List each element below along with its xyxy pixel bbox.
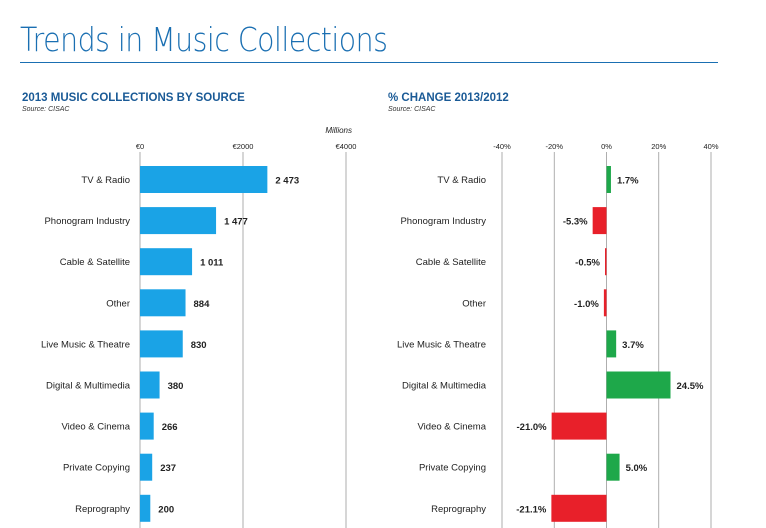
bar-phonogram-industry xyxy=(140,207,217,235)
bar-video-and-cinema xyxy=(551,412,607,440)
title-divider xyxy=(20,62,718,63)
data-label-phonogram-industry: -5.3% xyxy=(563,217,588,228)
x-tick-label: €2000 xyxy=(233,142,254,151)
category-label-tv-and-radio: TV & Radio xyxy=(81,175,130,186)
units-label: Millions xyxy=(325,126,352,135)
bar-private-copying xyxy=(606,453,620,481)
bar-live-music-and-theatre xyxy=(140,330,183,358)
category-label-private-copying: Private Copying xyxy=(63,463,130,474)
data-label-other: -1.0% xyxy=(574,299,599,310)
data-label-reprography: -21.1% xyxy=(516,504,547,515)
chart-title-collections: 2013 MUSIC COLLECTIONS BY SOURCE xyxy=(22,92,245,104)
category-label-phonogram-industry: Phonogram Industry xyxy=(44,216,130,227)
bar-video-and-cinema xyxy=(140,412,154,440)
x-tick-label: 40% xyxy=(703,142,718,151)
bar-reprography xyxy=(551,494,607,522)
bar-digital-and-multimedia xyxy=(606,371,671,399)
x-tick-label: 0% xyxy=(601,142,612,151)
data-label-digital-and-multimedia: 24.5% xyxy=(677,381,704,392)
data-label-live-music-and-theatre: 3.7% xyxy=(622,340,644,351)
x-tick-label: 20% xyxy=(651,142,666,151)
data-label-phonogram-industry: 1 477 xyxy=(224,217,248,228)
chart-source-change: Source: CISAC xyxy=(388,106,436,113)
category-label-live-music-and-theatre: Live Music & Theatre xyxy=(41,339,130,350)
data-label-cable-and-satellite: -0.5% xyxy=(575,258,600,269)
category-label-video-and-cinema: Video & Cinema xyxy=(62,422,131,433)
category-label-other: Other xyxy=(462,298,486,309)
category-label-tv-and-radio: TV & Radio xyxy=(437,175,486,186)
category-label-live-music-and-theatre: Live Music & Theatre xyxy=(397,339,486,350)
data-label-other: 884 xyxy=(194,299,211,310)
category-label-digital-and-multimedia: Digital & Multimedia xyxy=(46,381,131,392)
chart-source-collections: Source: CISAC xyxy=(22,106,70,113)
data-label-digital-and-multimedia: 380 xyxy=(168,381,184,392)
data-label-tv-and-radio: 2 473 xyxy=(275,176,299,187)
bar-tv-and-radio xyxy=(140,166,268,193)
bar-other xyxy=(603,289,607,317)
x-tick-label: -40% xyxy=(493,142,511,151)
page-title: Trends in Music Collections xyxy=(20,20,388,59)
category-label-digital-and-multimedia: Digital & Multimedia xyxy=(402,381,487,392)
bar-cable-and-satellite xyxy=(605,248,607,276)
chart-title-change: % CHANGE 2013/2012 xyxy=(388,92,509,104)
category-label-reprography: Reprography xyxy=(431,504,486,515)
x-tick-label: -20% xyxy=(545,142,563,151)
category-label-other: Other xyxy=(106,298,130,309)
data-label-video-and-cinema: 266 xyxy=(162,422,178,433)
data-label-tv-and-radio: 1.7% xyxy=(617,176,639,187)
x-tick-label: €4000 xyxy=(336,142,357,151)
category-label-reprography: Reprography xyxy=(75,504,130,515)
bar-other xyxy=(140,289,186,317)
bar-reprography xyxy=(140,494,151,522)
data-label-private-copying: 5.0% xyxy=(626,463,648,474)
category-label-private-copying: Private Copying xyxy=(419,463,486,474)
bar-digital-and-multimedia xyxy=(140,371,160,399)
category-label-video-and-cinema: Video & Cinema xyxy=(418,422,487,433)
bar-phonogram-industry xyxy=(592,207,607,235)
category-label-cable-and-satellite: Cable & Satellite xyxy=(416,257,486,268)
bar-tv-and-radio xyxy=(606,166,611,193)
category-label-phonogram-industry: Phonogram Industry xyxy=(400,216,486,227)
data-label-private-copying: 237 xyxy=(160,463,176,474)
x-tick-label: €0 xyxy=(136,142,144,151)
bar-live-music-and-theatre xyxy=(606,330,617,358)
data-label-cable-and-satellite: 1 011 xyxy=(200,258,224,269)
bar-cable-and-satellite xyxy=(140,248,193,276)
data-label-live-music-and-theatre: 830 xyxy=(191,340,207,351)
category-label-cable-and-satellite: Cable & Satellite xyxy=(60,257,130,268)
data-label-reprography: 200 xyxy=(158,504,174,515)
data-label-video-and-cinema: -21.0% xyxy=(517,422,548,433)
bar-private-copying xyxy=(140,453,153,481)
